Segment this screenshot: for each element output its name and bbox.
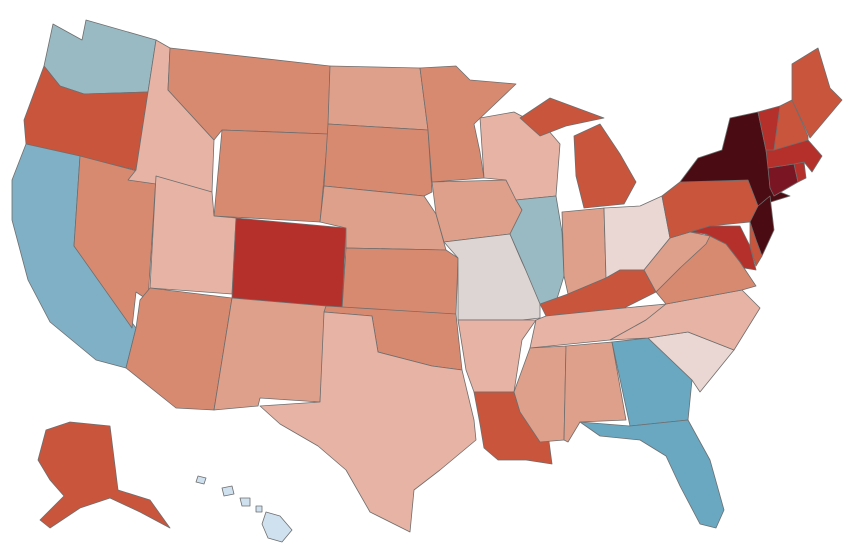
state-wyoming[interactable] (213, 129, 329, 223)
state-florida[interactable] (579, 419, 725, 529)
state-minnesota[interactable] (419, 65, 517, 183)
state-new-mexico[interactable] (213, 297, 327, 411)
state-south-dakota[interactable] (323, 123, 433, 197)
state-kansas[interactable] (341, 247, 459, 315)
state-north-carolina[interactable] (609, 289, 761, 351)
state-colorado[interactable] (231, 217, 347, 311)
state-iowa[interactable] (431, 179, 523, 243)
state-alaska[interactable] (37, 421, 171, 529)
state-arizona[interactable] (125, 287, 233, 411)
state-connecticut[interactable] (767, 163, 799, 197)
state-north-dakota[interactable] (327, 65, 429, 131)
state-hawaii[interactable] (195, 475, 293, 543)
state-maryland[interactable] (689, 225, 757, 271)
state-michigan[interactable] (519, 97, 637, 209)
state-texas[interactable] (259, 311, 477, 533)
state-delaware[interactable] (749, 221, 763, 267)
state-washington[interactable] (43, 19, 157, 95)
state-maine[interactable] (791, 47, 843, 139)
state-new-hampshire[interactable] (773, 99, 809, 151)
